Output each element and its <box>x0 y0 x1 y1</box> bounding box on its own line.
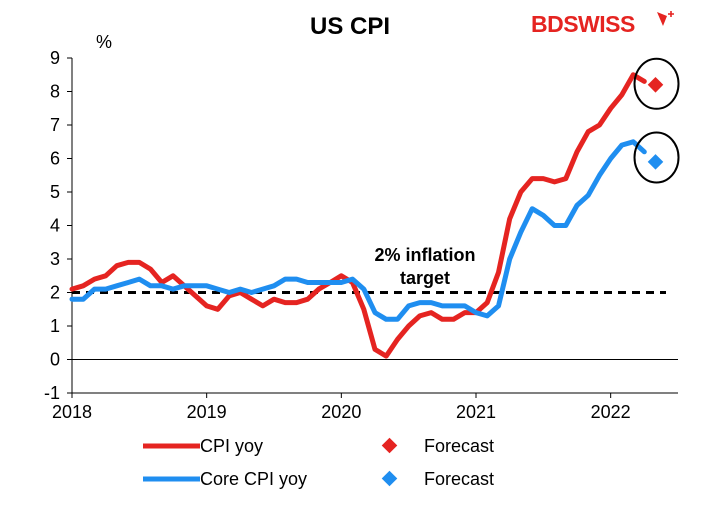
y-tick-label: 5 <box>50 182 60 202</box>
highlight-circle-1 <box>633 57 680 110</box>
brand-logo-plus-icon <box>668 11 674 17</box>
legend-item-cpi-yoy: CPI yoy <box>143 436 263 456</box>
y-tick-label: 3 <box>50 249 60 269</box>
y-tick-label: 9 <box>50 48 60 68</box>
y-tick-label: 7 <box>50 115 60 135</box>
y-tick-label: 8 <box>50 82 60 102</box>
brand-logo: BDSWISS <box>531 11 674 37</box>
y-tick-label: 6 <box>50 149 60 169</box>
x-tick-label: 2022 <box>591 402 631 422</box>
x-tick-label: 2021 <box>456 402 496 422</box>
y-tick-label: 4 <box>50 216 60 236</box>
x-tick-label: 2018 <box>52 402 92 422</box>
legend-item-core-cpi-yoy: Core CPI yoy <box>143 469 307 489</box>
brand-logo-text: BDSWISS <box>531 11 635 37</box>
x-tick-label: 2020 <box>321 402 361 422</box>
legend-label-core: Core CPI yoy <box>200 469 307 489</box>
annotation-target-line2: target <box>400 268 450 288</box>
series-line-cpi-yoy <box>69 72 647 359</box>
y-tick-label: 1 <box>50 316 60 336</box>
y-tick-label: -1 <box>44 383 60 403</box>
x-tick-label: 2019 <box>187 402 227 422</box>
forecast-marker-3 <box>647 154 664 170</box>
y-tick-label: 0 <box>50 350 60 370</box>
axes: -1 0 1 2 3 4 5 6 7 8 9 2018 2019 2020 2021 2022 <box>44 48 678 422</box>
legend-label-cpi: CPI yoy <box>200 436 263 456</box>
chart-title: US CPI <box>310 13 390 40</box>
legend-item-cpi-forecast: Forecast <box>381 436 494 456</box>
legend: CPI yoy Forecast Core CPI yoy Forecast <box>143 436 494 489</box>
legend-marker-cpi-forecast <box>381 437 398 454</box>
forecast-marker-1 <box>647 77 664 93</box>
brand-logo-cross-icon <box>657 12 667 26</box>
series-line-core-cpi-yoy <box>69 139 647 322</box>
annotation-target-line1: 2% inflation <box>374 245 475 265</box>
y-axis-unit: % <box>96 32 112 52</box>
legend-marker-core-forecast <box>381 470 398 487</box>
plot-area <box>69 57 680 359</box>
y-tick-label: 2 <box>50 283 60 303</box>
legend-item-core-forecast: Forecast <box>381 469 494 489</box>
highlight-circle-2 <box>633 131 680 184</box>
legend-label-cpi-forecast: Forecast <box>424 436 494 456</box>
legend-label-core-forecast: Forecast <box>424 469 494 489</box>
